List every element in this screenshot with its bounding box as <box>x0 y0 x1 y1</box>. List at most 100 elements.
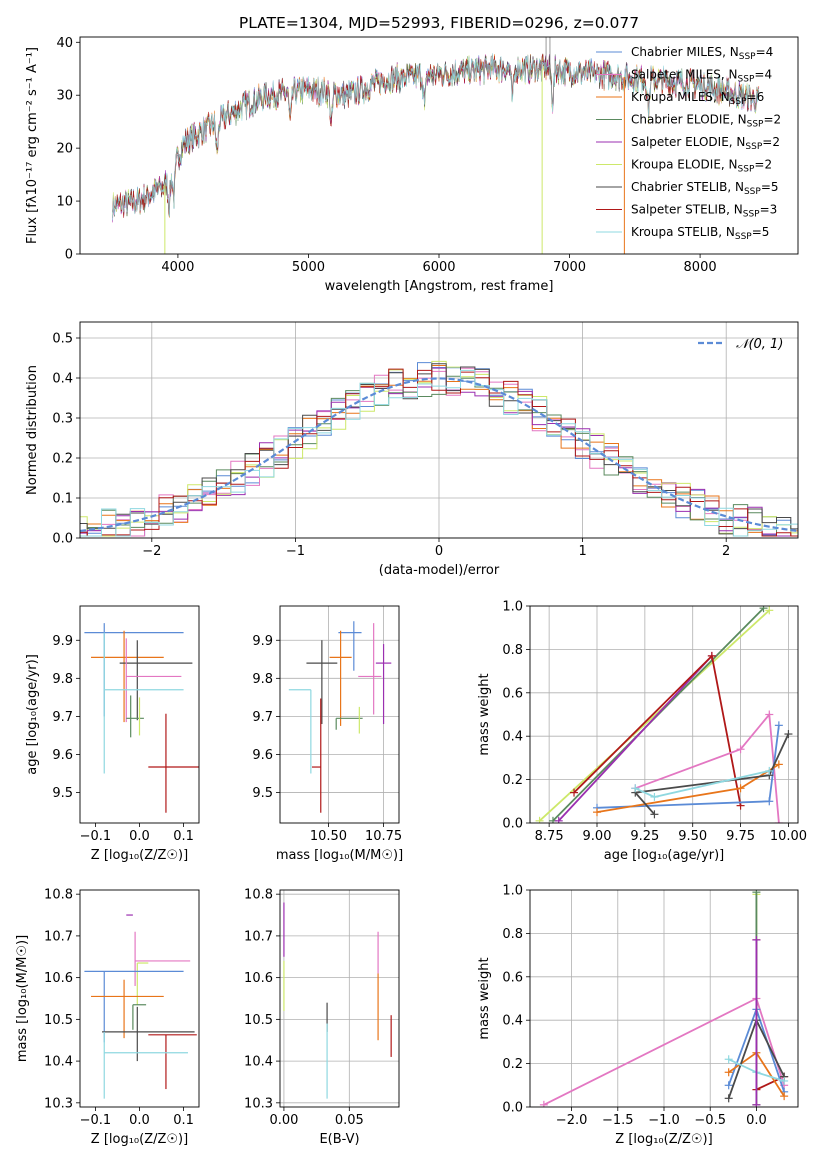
y-tick-label: 10.6 <box>44 971 73 986</box>
axes-mass_vs_ebv: 0.00 0.05 10.3 10.4 10.5 10.6 10.7 10.8 E(B-V) <box>244 888 400 1147</box>
y-tick-label: 10.7 <box>44 929 73 944</box>
axes-residuals: −2 −1 0 1 2 0.0 0.1 0.2 0.3 0.4 0.5 (data-model)/er… <box>25 321 799 578</box>
x-axis-label: Z [log₁₀(Z/Z☉)] <box>615 1132 712 1147</box>
y-axis-label: age [log₁₀(age/yr)] <box>25 654 40 775</box>
x-tick-label: 9.50 <box>678 829 707 844</box>
legend-entry: Chabrier MILES, NSSP=4 <box>631 45 773 62</box>
x-tick-label: −0.5 <box>694 1113 726 1128</box>
legend-entry: Chabrier ELODIE, NSSP=2 <box>631 113 781 130</box>
y-axis-label: Normed distribution <box>25 365 40 495</box>
y-axis-label: mass weight <box>477 957 492 1039</box>
y-tick-label: 0.4 <box>502 1014 523 1029</box>
y-tick-label: 0.6 <box>502 970 523 985</box>
histogram-salpeter_stelib <box>80 368 798 537</box>
legend-label: Salpeter MILES, N <box>631 68 738 82</box>
spectrum-line-kroupa_stelib <box>112 53 760 221</box>
axes-frame-mass_vs_ebv <box>279 889 400 1108</box>
y-tick-label: 9.6 <box>52 748 73 763</box>
histogram-kroupa_stelib <box>80 369 798 537</box>
y-tick-label: 10 <box>56 195 73 210</box>
y-tick-label: 10.8 <box>244 888 273 903</box>
legend-suffix: =2 <box>763 113 781 127</box>
y-tick-label: 10.4 <box>44 1055 73 1070</box>
legend-sub: SSP <box>745 142 762 152</box>
legend-sub: SSP <box>738 75 755 85</box>
y-tick-label: 10.4 <box>244 1055 273 1070</box>
chart-title: PLATE=1304, MJD=52993, FIBERID=0296, z=0… <box>239 14 639 32</box>
x-tick-label: 0.0 <box>746 1113 767 1128</box>
x-tick-label: 10.00 <box>770 829 807 844</box>
legend-suffix: =4 <box>754 68 772 82</box>
axes-frame-weight_vs_age <box>529 605 799 824</box>
y-tick-label: 0.3 <box>52 412 73 427</box>
normal-curve <box>80 377 798 533</box>
x-tick-label: 9.75 <box>726 829 755 844</box>
legend-suffix: =4 <box>756 45 774 59</box>
weight-line-kroupa_elodie <box>538 609 770 822</box>
legend-label: Chabrier MILES, N <box>631 45 739 59</box>
y-tick-label: 0.4 <box>502 730 523 745</box>
y-tick-label: 0.0 <box>502 817 523 832</box>
y-tick-label: 0.4 <box>52 372 73 387</box>
x-axis-label: E(B-V) <box>319 1132 359 1147</box>
y-tick-label: 20 <box>56 142 73 157</box>
legend-label: Salpeter ELODIE, N <box>631 135 745 149</box>
axes-mass_vs_Z: −0.1 0.0 0.1 10.3 10.4 10.5 10.6 10.7 10.8 Z [log… <box>15 888 200 1147</box>
legend-label: Salpeter STELIB, N <box>631 203 743 217</box>
y-tick-label: 9.7 <box>52 710 73 725</box>
legend-entry: Kroupa STELIB, NSSP=5 <box>631 225 769 242</box>
x-tick-label: −0.1 <box>80 1113 112 1128</box>
y-tick-label: 0.2 <box>52 452 73 467</box>
axes-frame-residuals <box>79 321 799 539</box>
y-tick-label: 40 <box>56 36 73 51</box>
y-tick-label: 10.7 <box>244 929 273 944</box>
y-tick-label: 10.3 <box>44 1096 73 1111</box>
weight-line-chabrier_miles <box>596 725 780 809</box>
y-tick-label: 10.6 <box>244 971 273 986</box>
legend-label: Kroupa STELIB, N <box>631 225 735 239</box>
legend-suffix: =6 <box>747 90 765 104</box>
y-tick-label: 0.6 <box>502 686 523 701</box>
residuals-legend: 𝒩(0, 1) <box>698 337 783 352</box>
x-axis-label: mass [log₁₀(M/M☉)] <box>276 848 403 863</box>
weight-line-chabrier_stelib <box>633 733 790 815</box>
x-tick-label: 9.00 <box>583 829 612 844</box>
x-axis-label: (data-model)/error <box>379 563 500 578</box>
x-tick-label: −1.0 <box>648 1113 680 1128</box>
y-tick-label: 9.5 <box>252 786 273 801</box>
legend-sub: SSP <box>738 165 755 175</box>
histogram-kroupa_elodie <box>80 360 798 537</box>
x-tick-label: −2 <box>142 544 161 559</box>
axes-age_vs_mass: 10.50 10.75 9.5 9.6 9.7 9.8 9.9 mass [log₁₀(M/M… <box>252 605 403 863</box>
x-tick-label: 6000 <box>422 260 455 275</box>
y-axis-label: Flux [fλ10⁻¹⁷ erg cm⁻² s⁻¹ A⁻¹] <box>25 47 40 244</box>
legend-entry: Salpeter MILES, NSSP=4 <box>631 68 772 85</box>
y-tick-label: 9.5 <box>52 786 73 801</box>
legend-suffix: =2 <box>762 135 780 149</box>
x-tick-label: 0.05 <box>335 1113 364 1128</box>
x-tick-label: −0.1 <box>80 829 112 844</box>
y-tick-label: 10.3 <box>244 1096 273 1111</box>
x-tick-label: 4000 <box>161 260 194 275</box>
axes-weight_vs_Z: −2.0 −1.5 −1.0 −0.5 0.0 0.0 0.2 0.4 0.6 0.8 1.0 Z [… <box>477 884 799 1147</box>
y-tick-label: 0.0 <box>502 1101 523 1116</box>
legend-label: Chabrier ELODIE, N <box>631 113 747 127</box>
plot-area-mass_vs_ebv <box>280 890 399 1107</box>
x-tick-label: 1 <box>578 544 586 559</box>
plot-area-weight_vs_Z <box>530 890 798 1107</box>
plot-area-spectrum <box>112 37 760 254</box>
legend-entry: Kroupa ELODIE, NSSP=2 <box>631 158 772 175</box>
axes-age_vs_Z: −0.1 0.0 0.1 9.5 9.6 9.7 9.8 9.9 Z [log₁₀(Z/Z☉)]… <box>25 605 200 863</box>
x-tick-label: 9.25 <box>630 829 659 844</box>
legend-sub: SSP <box>735 232 752 242</box>
y-axis-label: mass [log₁₀(M/M☉)] <box>15 935 30 1062</box>
legend-suffix: =3 <box>760 203 778 217</box>
y-tick-label: 0.8 <box>502 927 523 942</box>
x-tick-label: 5000 <box>292 260 325 275</box>
y-tick-label: 10.8 <box>44 888 73 903</box>
axes-frame-weight_vs_Z <box>529 889 799 1108</box>
x-tick-label: 7000 <box>553 260 586 275</box>
plot-area-weight_vs_age <box>530 606 798 823</box>
weight-line-salpeter_miles <box>634 712 780 823</box>
